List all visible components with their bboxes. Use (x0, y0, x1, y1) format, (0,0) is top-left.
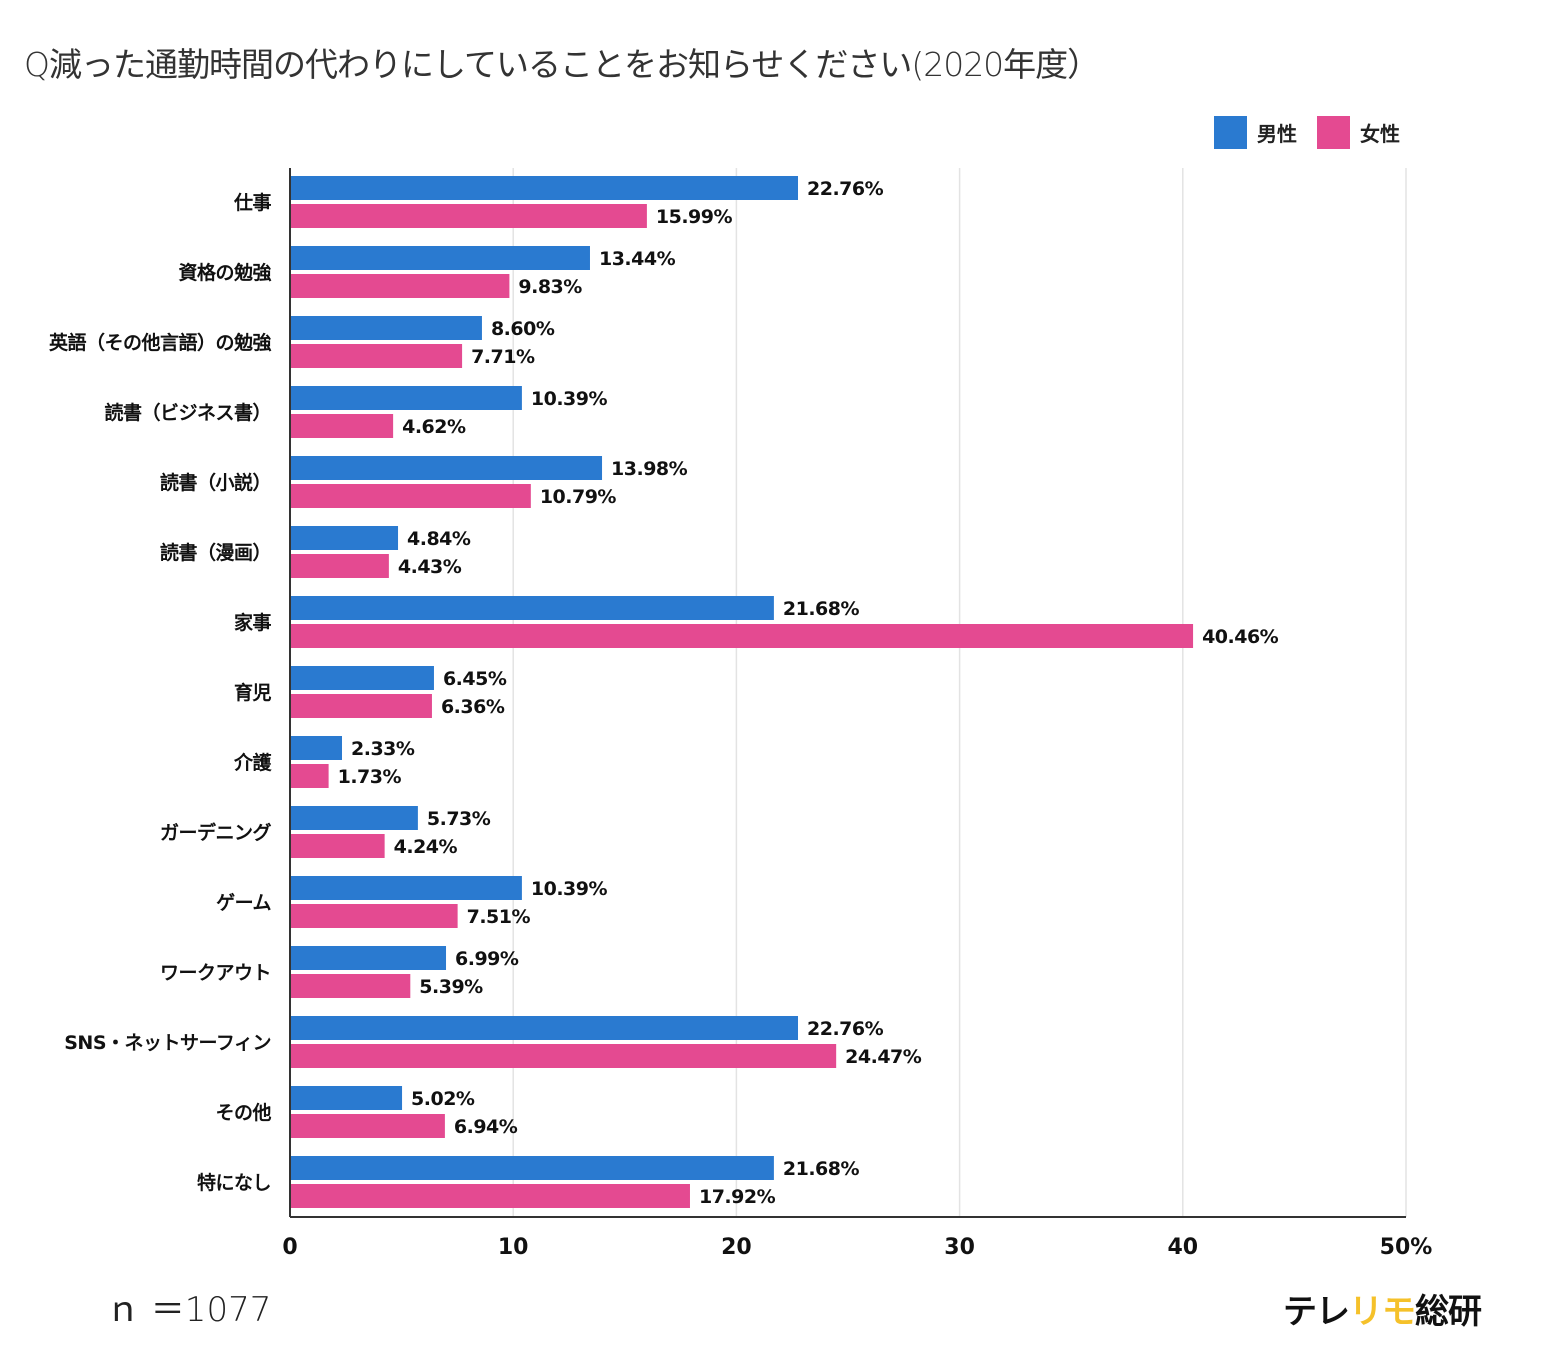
data-label: 6.36% (441, 696, 505, 718)
legend-swatch-female (1317, 116, 1350, 149)
category-label: ガーデニング (160, 821, 272, 844)
legend-item-female: 女性 (1317, 116, 1400, 149)
data-label: 5.02% (411, 1088, 475, 1110)
data-label: 10.39% (531, 388, 608, 410)
category-label: 特になし (197, 1172, 271, 1194)
x-tick-label: 20 (721, 1235, 752, 1260)
bar-male (290, 176, 799, 200)
category-label: 育児 (234, 681, 272, 704)
bar-female (290, 344, 463, 368)
legend-label-male: 男性 (1257, 122, 1297, 146)
x-tick-label: 50% (1380, 1235, 1433, 1260)
bar-male (290, 1086, 403, 1110)
data-label: 2.33% (351, 738, 415, 760)
bar-female (290, 974, 411, 998)
category-label: その他 (215, 1101, 271, 1124)
data-label: 24.47% (845, 1046, 922, 1068)
bar-female (290, 834, 385, 858)
bar-male (290, 1156, 774, 1180)
data-label: 1.73% (338, 766, 402, 788)
data-label: 17.92% (699, 1186, 776, 1208)
bar-female (290, 204, 647, 228)
category-label: SNS・ネットサーフィン (64, 1032, 271, 1054)
data-label: 7.71% (471, 346, 535, 368)
brand-logo: テレリモ総研 (1283, 1284, 1482, 1333)
bar-male (290, 806, 418, 830)
data-label: 15.99% (656, 206, 733, 228)
category-label: ワークアウト (160, 962, 271, 984)
legend-item-male: 男性 (1214, 116, 1297, 149)
bar-male (290, 1016, 799, 1040)
category-label: 読書（小説） (160, 471, 271, 494)
category-label: 英語（その他言語）の勉強 (49, 331, 272, 354)
data-label: 22.76% (807, 1018, 884, 1040)
data-label: 7.51% (467, 906, 531, 928)
data-label: 10.39% (531, 878, 608, 900)
data-label: 40.46% (1202, 626, 1279, 648)
brand-suffix: 総研 (1415, 1292, 1482, 1332)
data-label: 21.68% (783, 1158, 860, 1180)
category-label: 家事 (234, 611, 272, 634)
bar-female (290, 484, 531, 508)
x-tick-label: 0 (282, 1235, 297, 1260)
category-label: 仕事 (233, 191, 272, 214)
sample-size-label: ｎ ＝1077 (106, 1290, 272, 1330)
bar-male (290, 526, 399, 550)
bar-male (290, 876, 522, 900)
bar-female (290, 1184, 690, 1208)
bar-female (290, 274, 510, 298)
data-label: 13.98% (611, 458, 688, 480)
data-label: 6.94% (454, 1116, 518, 1138)
bar-female (290, 1114, 445, 1138)
data-label: 4.62% (402, 416, 466, 438)
category-label: 読書（漫画） (160, 541, 271, 564)
bar-male (290, 386, 522, 410)
data-label: 4.43% (398, 556, 462, 578)
bar-female (290, 764, 329, 788)
legend-swatch-male (1214, 116, 1247, 149)
x-tick-label: 10 (498, 1235, 529, 1260)
bar-female (290, 624, 1194, 648)
bar-male (290, 946, 447, 970)
data-label: 13.44% (599, 248, 676, 270)
bar-female (290, 1044, 837, 1068)
brand-accent: リモ (1349, 1292, 1416, 1332)
category-label: 介護 (233, 751, 273, 774)
bar-male (290, 456, 603, 480)
data-label: 4.24% (394, 836, 458, 858)
bar-female (290, 554, 389, 578)
bar-female (290, 414, 394, 438)
data-label: 21.68% (783, 598, 860, 620)
data-label: 5.39% (419, 976, 483, 998)
data-label: 9.83% (518, 276, 582, 298)
data-label: 5.73% (427, 808, 491, 830)
bar-male (290, 246, 590, 270)
data-label: 8.60% (491, 318, 555, 340)
bar-male (290, 666, 434, 690)
x-tick-label: 30 (944, 1235, 975, 1260)
data-label: 4.84% (407, 528, 471, 550)
data-label: 22.76% (807, 178, 884, 200)
category-label: 資格の勉強 (178, 261, 271, 284)
bar-male (290, 316, 482, 340)
legend: 男性 女性 (1214, 116, 1420, 149)
legend-label-female: 女性 (1360, 122, 1400, 146)
bar-female (290, 904, 458, 928)
data-label: 6.45% (443, 668, 507, 690)
category-label: 読書（ビジネス書） (104, 401, 271, 424)
chart-title: Q減った通勤時間の代わりにしていることをお知らせください(2020年度） (24, 45, 1100, 84)
x-tick-label: 40 (1167, 1235, 1198, 1260)
bar-female (290, 694, 432, 718)
bar-male (290, 736, 343, 760)
brand-prefix: テレ (1283, 1292, 1350, 1332)
data-label: 10.79% (540, 486, 617, 508)
data-label: 6.99% (455, 948, 519, 970)
bar-male (290, 596, 774, 620)
category-label: ゲーム (216, 892, 271, 914)
